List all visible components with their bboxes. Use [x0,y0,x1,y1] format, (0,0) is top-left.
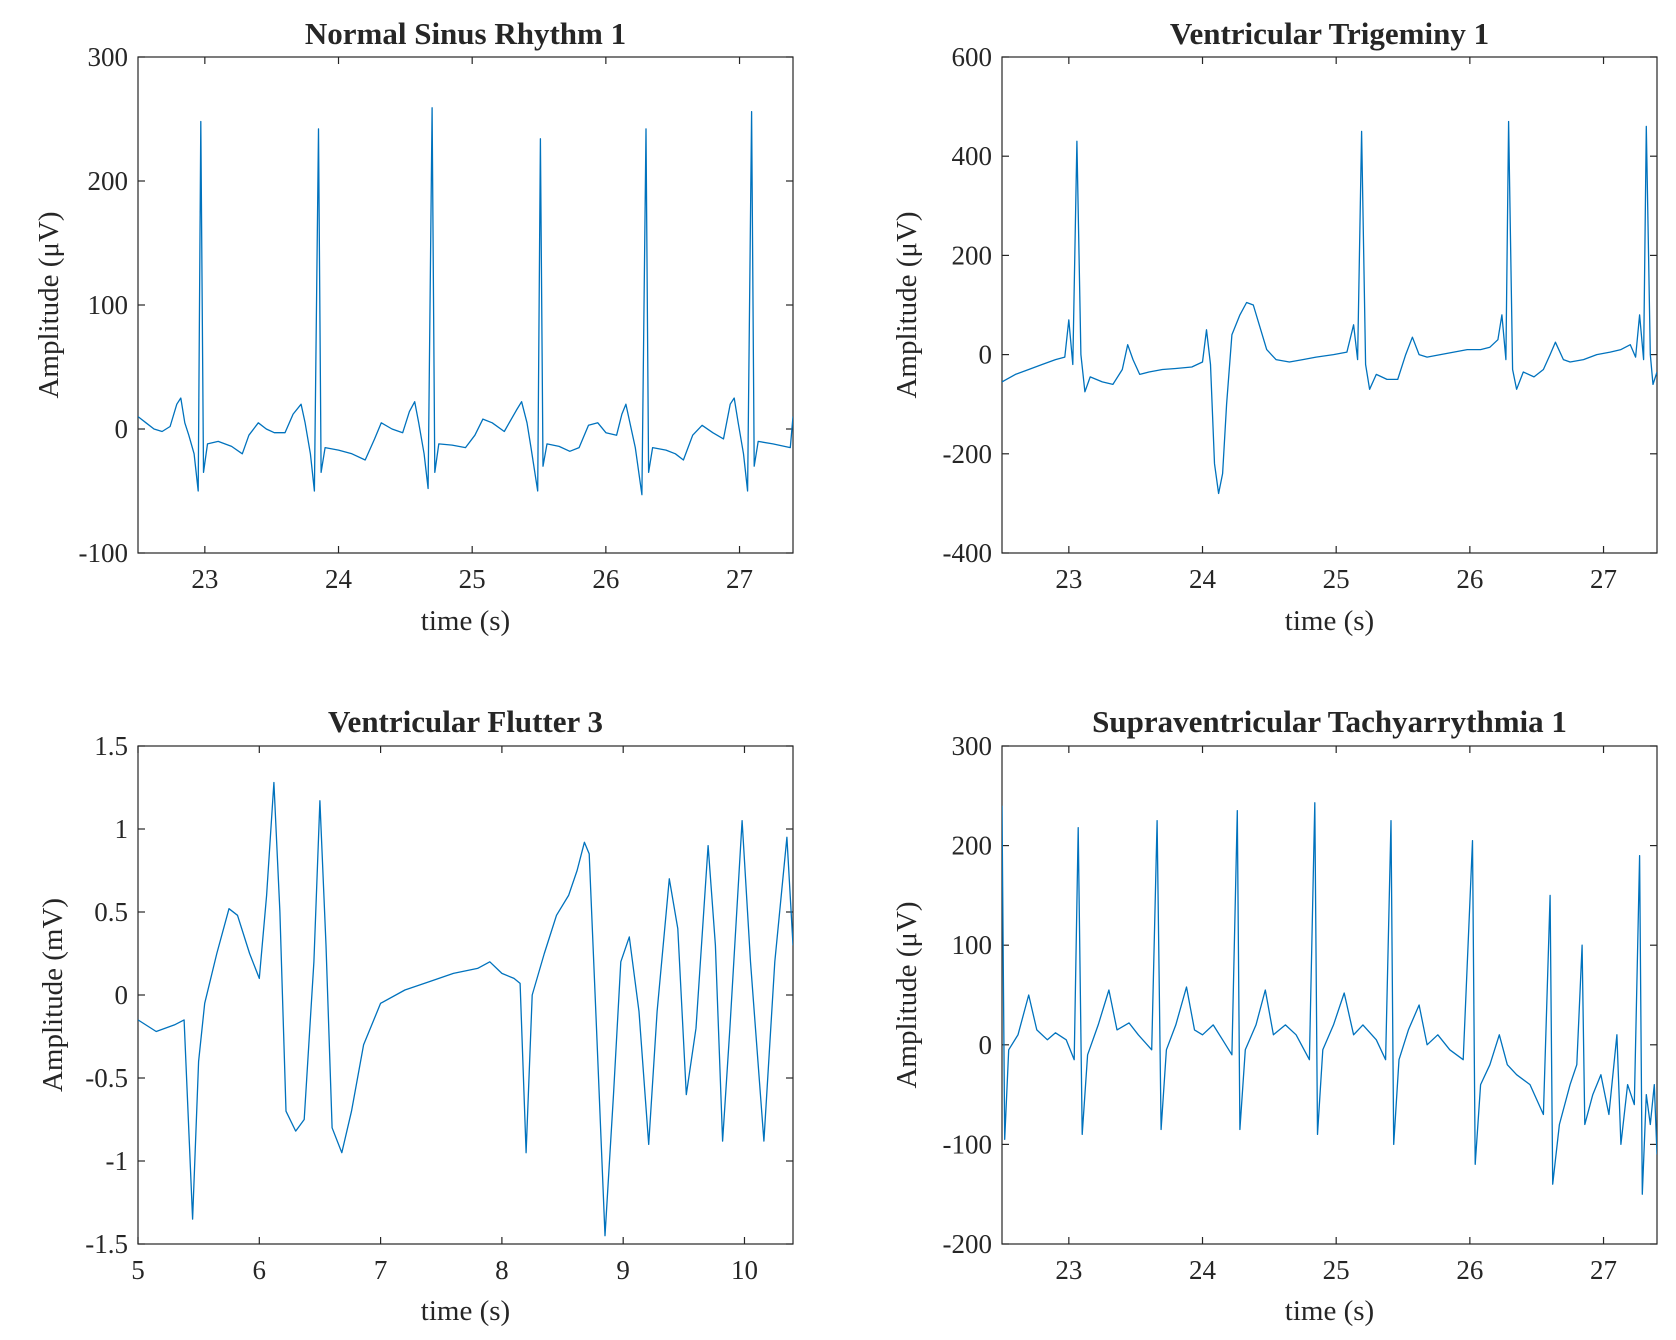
x-axis-label: time (s) [1285,1295,1374,1327]
y-tick-label: 0.5 [94,897,128,927]
y-tick-label: -1.5 [85,1229,128,1259]
x-tick-label: 24 [1189,564,1217,594]
x-tick-label: 26 [1456,1255,1483,1285]
y-tick-label: 0 [115,414,129,444]
x-tick-label: 7 [374,1255,388,1285]
y-tick-label: 100 [88,290,129,320]
x-tick-label: 27 [726,564,753,594]
x-axis-label: time (s) [421,605,510,637]
y-tick-label: 1.5 [94,731,128,761]
panel-title: Supraventricular Tachyarrythmia 1 [1092,704,1567,739]
x-tick-label: 25 [459,564,486,594]
panel-ventricular-trigeminy: Ventricular Trigeminy 1 time (s) Amplitu… [891,16,1658,637]
y-tick-label: 600 [952,42,993,72]
panel-ventricular-flutter: Ventricular Flutter 3 time (s) Amplitude… [37,704,794,1327]
x-tick-label: 26 [1456,564,1483,594]
y-tick-label: 200 [952,831,993,861]
y-tick-label: -400 [943,538,993,568]
y-tick-label: 0 [979,1030,993,1060]
panel-supraventricular-tachyarrythmia: Supraventricular Tachyarrythmia 1 time (… [891,704,1658,1327]
y-tick-label: 400 [952,141,993,171]
x-tick-label: 23 [1055,564,1082,594]
x-tick-label: 25 [1323,1255,1350,1285]
y-tick-label: 300 [952,731,993,761]
x-tick-label: 24 [1189,1255,1217,1285]
x-tick-label: 10 [731,1255,758,1285]
y-tick-label: 100 [952,930,993,960]
x-tick-label: 27 [1590,1255,1617,1285]
x-axis-label: time (s) [1285,605,1374,637]
axes-box [137,56,794,554]
x-tick-label: 5 [131,1255,145,1285]
y-axis-label: Amplitude (μV) [891,211,923,398]
y-axis-label: Amplitude (μV) [33,211,65,398]
panel-title: Normal Sinus Rhythm 1 [305,16,626,51]
x-tick-label: 27 [1590,564,1617,594]
x-tick-label: 6 [253,1255,267,1285]
y-tick-label: -100 [943,1129,993,1159]
y-tick-label: 200 [88,166,129,196]
y-tick-label: -100 [79,538,129,568]
x-tick-label: 26 [592,564,619,594]
x-tick-label: 8 [495,1255,509,1285]
y-tick-label: 0 [115,980,129,1010]
axes-box [1001,56,1658,554]
x-tick-label: 24 [325,564,353,594]
x-tick-label: 23 [1055,1255,1082,1285]
y-tick-label: -1 [106,1146,129,1176]
ecg-trace [1002,802,1657,1195]
axes-box [137,745,794,1245]
x-tick-label: 25 [1323,564,1350,594]
panel-normal-sinus-rhythm: Normal Sinus Rhythm 1 time (s) Amplitude… [33,16,794,637]
y-tick-label: 300 [88,42,129,72]
y-tick-label: -200 [943,439,993,469]
y-axis-label: Amplitude (mV) [37,898,69,1092]
y-tick-label: -200 [943,1229,993,1259]
y-tick-label: -0.5 [85,1063,128,1093]
axes-box [1001,745,1658,1245]
y-axis-label: Amplitude (μV) [891,901,923,1088]
ecg-trace [1002,120,1657,495]
x-axis-label: time (s) [421,1295,510,1327]
panel-title: Ventricular Trigeminy 1 [1170,16,1489,51]
ecg-trace [138,781,793,1237]
ecg-trace [138,107,793,496]
y-tick-label: 1 [115,814,129,844]
x-tick-label: 23 [191,564,218,594]
x-tick-label: 9 [616,1255,630,1285]
y-tick-label: 200 [952,240,993,270]
y-tick-label: 0 [979,340,993,370]
panel-title: Ventricular Flutter 3 [328,704,603,739]
